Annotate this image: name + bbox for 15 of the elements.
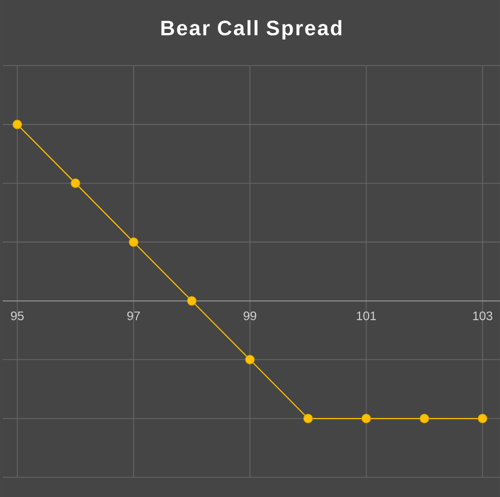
point — [70, 178, 80, 188]
point — [12, 120, 22, 130]
point — [303, 414, 313, 424]
chart-title: Bear Call Spread — [161, 20, 342, 40]
point — [128, 237, 138, 247]
x-tick-label: 101 — [356, 311, 376, 320]
x-tick-label: 97 — [127, 311, 140, 320]
x-tick-label: 95 — [10, 311, 24, 320]
x-tick-label: 103 — [473, 311, 492, 320]
point — [245, 354, 255, 364]
point — [478, 414, 488, 424]
point — [361, 414, 372, 424]
point — [186, 296, 197, 306]
x-tick-label: 99 — [244, 311, 256, 320]
point — [420, 414, 430, 424]
